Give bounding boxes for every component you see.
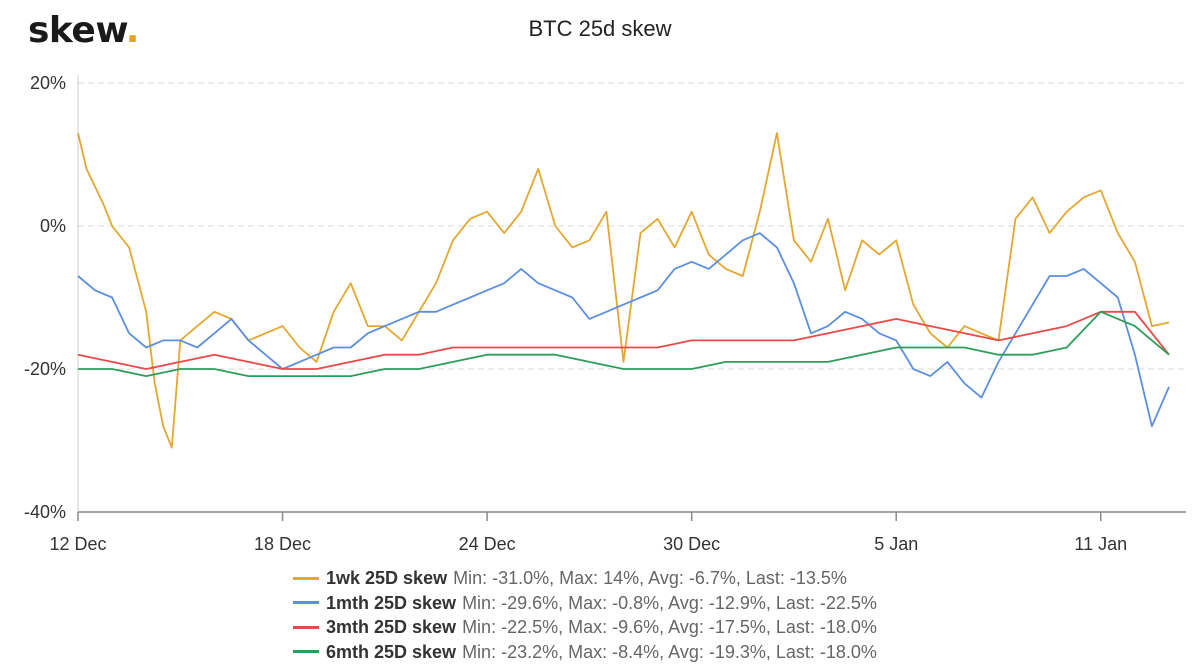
x-tick-label: 24 Dec — [459, 534, 516, 554]
skew-logo: skew. — [28, 10, 139, 51]
y-tick-label: -40% — [24, 502, 66, 522]
y-axis: 20% 0% -20% -40% — [24, 73, 79, 522]
legend-series-name: 3mth 25D skew — [326, 617, 457, 637]
x-tick-label: 18 Dec — [254, 534, 311, 554]
legend-item[interactable]: 1wk 25D skew Min: -31.0%, Max: 14%, Avg: … — [293, 566, 877, 591]
legend-swatch — [293, 650, 319, 654]
legend-item[interactable]: 1mth 25D skew Min: -29.6%, Max: -0.8%, Av… — [293, 591, 877, 616]
y-tick-label: 0% — [40, 216, 66, 236]
x-tick-label: 30 Dec — [663, 534, 720, 554]
legend-swatch — [293, 576, 319, 580]
y-tick-label: -20% — [24, 359, 66, 379]
line-chart: 20% 0% -20% -40% 12 Dec 18 Dec 24 Dec 30 Dec 5 … — [24, 73, 1186, 554]
legend: 1wk 25D skew Min: -31.0%, Max: 14%, Avg: … — [293, 566, 877, 664]
legend-series-name: 1mth 25D skew — [326, 592, 457, 613]
series-lines — [77, 132, 1170, 449]
series-line-3 — [77, 310, 1170, 370]
series-line-1 — [77, 132, 1170, 449]
legend-swatch — [293, 625, 319, 629]
legend-series-stats: Min: -31.0%, Max: 14%, Avg: -6.7%, Last:… — [453, 568, 847, 588]
x-tick-label: 12 Dec — [49, 534, 106, 554]
x-axis: 12 Dec 18 Dec 24 Dec 30 Dec 5 Jan 11 Jan — [49, 511, 1186, 554]
y-tick-label: 20% — [30, 73, 66, 93]
series-line-4 — [78, 310, 1170, 377]
x-tick-label: 11 Jan — [1074, 534, 1127, 554]
legend-series-name: 6mth 25D skew — [326, 641, 457, 662]
series-line-2 — [77, 232, 1170, 428]
chart-title: BTC 25d skew — [528, 16, 672, 41]
legend-series-name: 1wk 25D skew — [326, 568, 448, 588]
legend-item[interactable]: 6mth 25D skew Min: -23.2%, Max: -8.4%, Av… — [293, 640, 877, 665]
legend-series-stats: Min: -29.6%, Max: -0.8%, Avg: -12.9%, La… — [462, 592, 877, 613]
legend-series-stats: Min: -22.5%, Max: -9.6%, Avg: -17.5%, La… — [462, 617, 877, 637]
legend-item[interactable]: 3mth 25D skew Min: -22.5%, Max: -9.6%, Av… — [293, 615, 877, 640]
legend-series-stats: Min: -23.2%, Max: -8.4%, Avg: -19.3%, La… — [462, 641, 877, 662]
legend-swatch — [293, 601, 319, 605]
x-tick-label: 5 Jan — [874, 534, 918, 554]
